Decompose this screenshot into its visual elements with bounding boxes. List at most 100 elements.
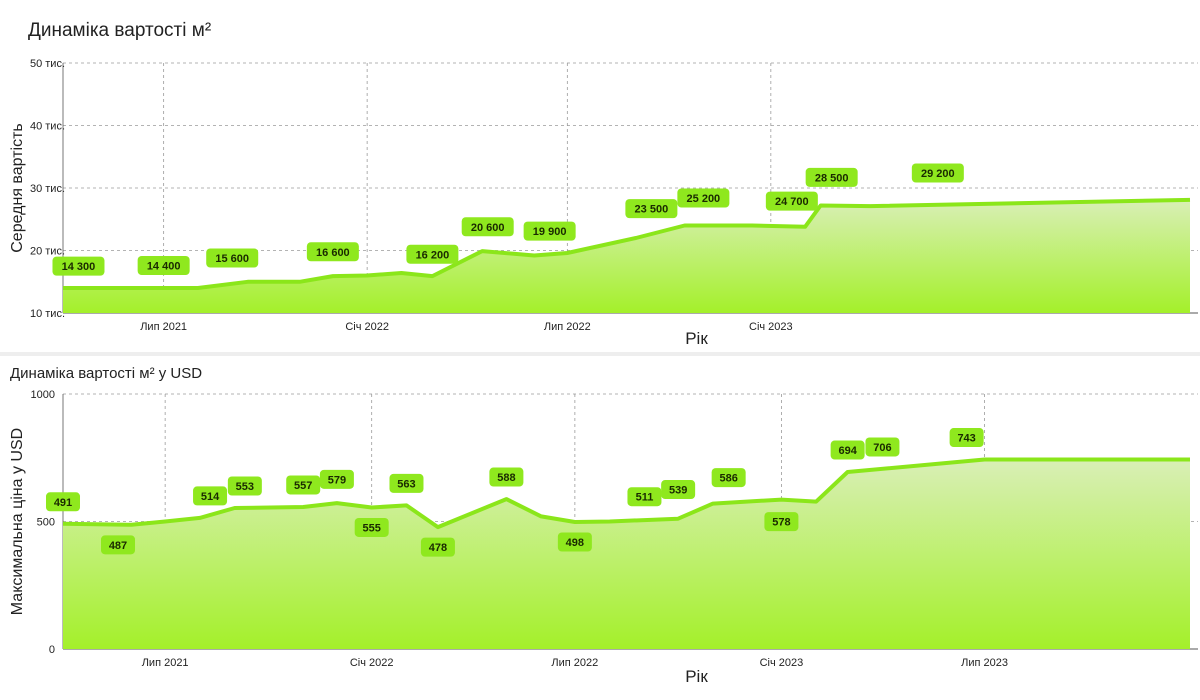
data-label-text: 25 200 bbox=[687, 193, 721, 205]
data-label: 14 400 bbox=[137, 256, 190, 275]
data-label: 478 bbox=[420, 537, 455, 557]
data-label: 539 bbox=[661, 480, 696, 500]
data-label-text: 706 bbox=[873, 442, 891, 454]
series-line bbox=[63, 197, 1191, 290]
data-label: 23 500 bbox=[625, 199, 678, 219]
chart-title: Динаміка вартості м² bbox=[28, 20, 211, 41]
y-tick-label: 0 bbox=[49, 644, 55, 656]
chart-title: Динаміка вартості м² у USD bbox=[10, 365, 202, 382]
data-label-bg bbox=[227, 476, 262, 496]
data-label-bg bbox=[206, 248, 259, 268]
data-label-bg bbox=[461, 217, 514, 237]
data-label: 743 bbox=[949, 428, 984, 448]
data-label-bg bbox=[627, 487, 662, 507]
series-line bbox=[62, 457, 1190, 530]
data-label-bg bbox=[661, 480, 696, 500]
data-label: 579 bbox=[319, 469, 354, 489]
data-label-bg bbox=[677, 188, 730, 208]
x-tick-label: Лип 2022 bbox=[551, 657, 598, 669]
x-tick-label: Січ 2022 bbox=[345, 321, 389, 333]
data-label: 25 200 bbox=[677, 188, 730, 208]
data-label-bg bbox=[489, 467, 524, 487]
y-tick-label: 50 тис. bbox=[30, 58, 65, 70]
data-label: 553 bbox=[227, 476, 262, 496]
data-label: 514 bbox=[193, 486, 228, 506]
data-label-text: 20 600 bbox=[471, 222, 505, 234]
data-label-text: 487 bbox=[109, 540, 127, 552]
x-tick-label: Лип 2023 bbox=[961, 657, 1008, 669]
data-label-bg bbox=[101, 535, 136, 555]
chart-price-dynamics: Динаміка вартості м² 10 тис. 20 тис. 30 тис… bbox=[9, 20, 1198, 348]
data-label: 15 600 bbox=[206, 248, 259, 268]
data-label-text: 14 400 bbox=[147, 261, 181, 273]
data-label-bg bbox=[765, 191, 818, 211]
x-tick-label: Січ 2022 bbox=[350, 657, 394, 669]
data-label: 555 bbox=[354, 517, 389, 537]
data-label: 498 bbox=[557, 532, 592, 552]
y-tick-label: 1000 bbox=[31, 389, 55, 401]
data-label-text: 514 bbox=[201, 491, 220, 503]
x-axis-title: Рік bbox=[685, 667, 708, 686]
data-label-text: 491 bbox=[54, 497, 72, 509]
data-label: 487 bbox=[101, 535, 136, 555]
data-label-text: 563 bbox=[397, 478, 415, 490]
x-axis-title: Рік bbox=[685, 329, 708, 348]
data-label-text: 19 900 bbox=[533, 226, 567, 238]
chart-price-usd: Динаміка вартості м² у USD 0 500 1000 Лип 20… bbox=[9, 365, 1198, 686]
series-area bbox=[63, 459, 1190, 649]
data-label: 588 bbox=[489, 467, 524, 487]
data-label-bg bbox=[406, 244, 459, 264]
data-label: 19 900 bbox=[523, 221, 576, 241]
data-label-text: 553 bbox=[236, 481, 254, 493]
data-label-text: 586 bbox=[719, 473, 737, 485]
data-label-text: 555 bbox=[363, 522, 381, 534]
data-label-text: 16 200 bbox=[416, 249, 450, 261]
data-label: 20 600 bbox=[461, 217, 514, 237]
data-label-text: 15 600 bbox=[215, 253, 249, 265]
x-tick-label: Січ 2023 bbox=[760, 657, 804, 669]
data-label: 578 bbox=[764, 512, 799, 532]
data-label-text: 578 bbox=[772, 517, 790, 529]
data-label-bg bbox=[420, 537, 455, 557]
data-label-text: 16 600 bbox=[316, 247, 350, 259]
data-label-bg bbox=[830, 440, 865, 460]
data-label-bg bbox=[805, 167, 858, 187]
data-label: 694 bbox=[830, 440, 865, 460]
y-tick-label: 40 тис. bbox=[30, 121, 65, 133]
data-label-text: 557 bbox=[294, 480, 312, 492]
data-label-text: 28 500 bbox=[815, 172, 849, 184]
data-label: 16 600 bbox=[306, 242, 359, 262]
x-tick-label: Січ 2023 bbox=[749, 321, 793, 333]
data-label-text: 579 bbox=[328, 474, 346, 486]
data-label-text: 694 bbox=[838, 445, 857, 457]
series-area bbox=[63, 199, 1190, 313]
data-label-bg bbox=[764, 512, 799, 532]
y-tick-label: 500 bbox=[37, 517, 55, 529]
data-label: 16 200 bbox=[406, 244, 459, 264]
data-label: 586 bbox=[711, 468, 746, 488]
data-label-bg bbox=[625, 199, 678, 219]
y-axis-title: Максимальна ціна у USD bbox=[9, 428, 26, 615]
data-label-text: 539 bbox=[669, 485, 687, 497]
data-label: 706 bbox=[865, 437, 900, 457]
data-label-text: 511 bbox=[636, 492, 654, 504]
data-label-bg bbox=[319, 469, 354, 489]
data-label-bg bbox=[193, 486, 228, 506]
data-label-bg bbox=[46, 492, 80, 512]
data-label-bg bbox=[949, 428, 984, 448]
data-label-text: 478 bbox=[429, 542, 447, 554]
data-label-bg bbox=[523, 221, 576, 241]
y-tick-label: 20 тис. bbox=[30, 246, 65, 258]
data-label-bg bbox=[389, 473, 424, 493]
data-label-bg bbox=[354, 517, 389, 537]
data-label-bg bbox=[711, 468, 746, 488]
data-label-text: 23 500 bbox=[635, 204, 669, 216]
x-tick-label: Лип 2021 bbox=[142, 657, 189, 669]
y-tick-label: 10 тис. bbox=[30, 308, 65, 320]
data-label: 491 bbox=[46, 492, 80, 512]
data-label: 28 500 bbox=[805, 167, 858, 187]
data-label: 29 200 bbox=[911, 163, 964, 183]
y-axis-title: Середня вартість bbox=[9, 123, 26, 253]
data-label-text: 498 bbox=[566, 537, 584, 549]
